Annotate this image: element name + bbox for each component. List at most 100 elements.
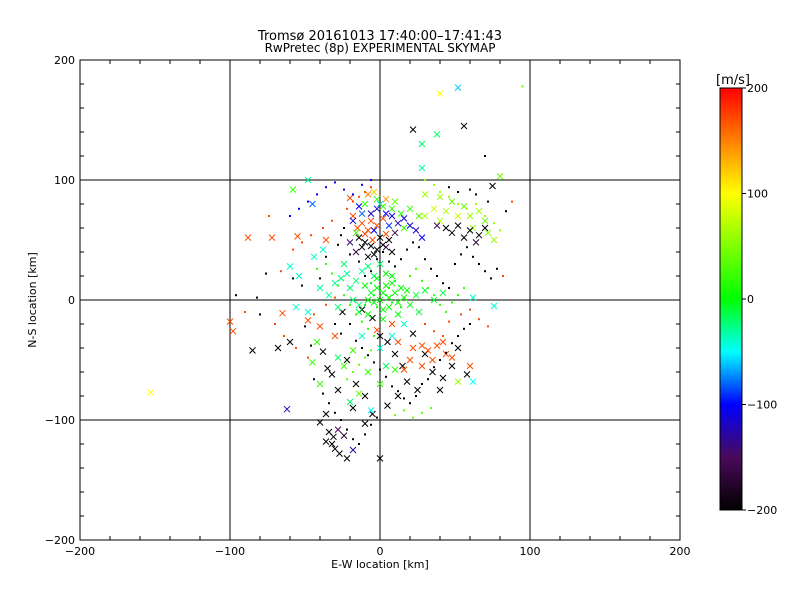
data-point-cross [376, 234, 384, 241]
data-point-cross [319, 348, 327, 355]
data-point-cross [376, 260, 384, 268]
data-point-cross [406, 356, 414, 364]
data-point-dot [430, 267, 432, 270]
data-point-cross [436, 90, 444, 97]
data-point-cross [367, 210, 375, 217]
data-point-dot [397, 390, 399, 393]
data-point-dot [355, 313, 357, 316]
data-point-dot [361, 347, 363, 349]
data-point-cross [382, 230, 390, 238]
data-point-cross [376, 296, 384, 304]
data-point-cross [226, 318, 234, 325]
data-point-dot [496, 267, 498, 270]
data-point-dot [301, 241, 303, 244]
data-point-dot [325, 186, 327, 189]
data-point-cross [436, 217, 444, 225]
data-point-cross [369, 236, 376, 244]
data-point-cross [352, 277, 360, 285]
data-point-cross [406, 205, 414, 213]
data-point-dot [343, 188, 345, 191]
data-point-dot [418, 246, 420, 249]
data-point-cross [430, 296, 438, 304]
data-point-dot [475, 193, 477, 196]
data-point-dot [307, 356, 309, 359]
data-point-cross [361, 282, 369, 289]
data-point-dot [415, 395, 417, 397]
data-point-cross [316, 419, 324, 426]
data-point-dot [334, 323, 336, 325]
data-point-dot [298, 207, 300, 210]
data-point-dot [292, 248, 294, 251]
data-point-dot [439, 303, 441, 306]
data-point-cross [349, 217, 357, 225]
data-point-cross [369, 410, 376, 418]
data-point-dot [451, 342, 453, 345]
data-point-dot [448, 287, 450, 289]
data-point-cross [489, 182, 496, 190]
data-point-cross [418, 164, 426, 172]
data-point-dot [364, 433, 366, 436]
data-point-dot [370, 349, 372, 352]
y-tick-label: 0 [68, 294, 75, 307]
data-point-cross [289, 186, 297, 193]
data-point-cross [340, 432, 348, 439]
data-point-cross [370, 251, 378, 258]
y-tick-label: 100 [54, 174, 75, 187]
data-point-dot [433, 294, 435, 297]
data-point-cross [328, 440, 336, 448]
data-point-dot [484, 155, 486, 157]
data-point-dot [376, 306, 378, 309]
data-point-cross [409, 126, 417, 133]
data-point-dot [505, 210, 507, 213]
data-point-dot [442, 335, 444, 337]
data-point-dot [502, 275, 504, 277]
data-point-dot [424, 258, 426, 261]
data-point-cross [442, 350, 450, 358]
data-point-cross [388, 212, 396, 220]
data-point-cross [337, 275, 345, 282]
data-point-cross [379, 203, 387, 210]
data-point-dot [457, 294, 459, 297]
colorbar-ticks: 200 100 0 −100 −200 [742, 82, 777, 517]
data-point-cross [334, 426, 342, 433]
data-point-dot [475, 203, 477, 205]
data-point-cross [382, 362, 390, 370]
data-point-dot [388, 287, 390, 289]
data-point-cross [295, 272, 303, 280]
data-point-dot [469, 308, 471, 311]
data-point-dot [427, 287, 429, 289]
data-point-cross [403, 287, 411, 294]
data-point-cross [466, 362, 474, 370]
data-point-dot [322, 392, 324, 395]
data-point-cross [469, 378, 477, 385]
data-point-cross [346, 239, 354, 246]
data-point-cross [229, 327, 237, 335]
data-point-cross [349, 212, 357, 220]
data-point-cross [418, 342, 426, 349]
data-point-dot [370, 423, 372, 426]
data-point-cross [433, 222, 441, 229]
data-point-dot [445, 351, 447, 354]
colorbar-label: [m/s] [716, 73, 750, 88]
colorbar [719, 87, 743, 511]
data-point-dot [487, 200, 489, 203]
data-point-dot [340, 234, 342, 237]
data-point-cross [355, 234, 363, 241]
data-point-dot [454, 263, 456, 265]
data-point-dot [310, 344, 312, 347]
data-point-dot [292, 277, 294, 280]
data-point-dot [313, 313, 315, 316]
data-point-cross [388, 320, 396, 328]
data-point-cross [358, 243, 366, 251]
data-point-dot [316, 193, 318, 196]
data-point-dot [358, 260, 360, 263]
data-point-dot [424, 323, 426, 325]
data-point-cross [397, 210, 405, 217]
data-point-dot [487, 325, 489, 328]
data-point-dot [334, 411, 336, 414]
data-point-cross [421, 191, 429, 198]
data-point-dot [334, 296, 336, 299]
x-tick-labels: −200 −100 0 100 200 [65, 545, 691, 558]
data-point-cross [397, 284, 405, 292]
data-point-cross [475, 207, 483, 215]
